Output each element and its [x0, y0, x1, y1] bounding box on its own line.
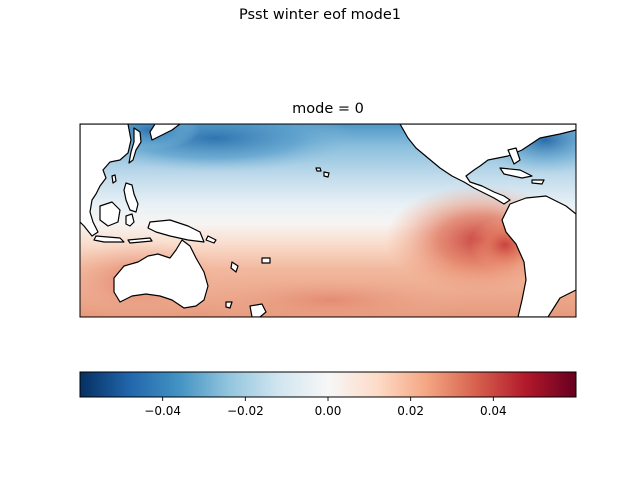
land-lesser-sunda — [127, 237, 153, 244]
land-taiwan — [111, 174, 117, 184]
land-tasmania — [225, 301, 233, 309]
land-new-guinea — [147, 219, 205, 243]
land-cuba — [499, 167, 533, 179]
land-kamchatka — [149, 124, 181, 141]
coastlines — [80, 124, 576, 317]
colorbar-ticks: −0.04 −0.02 0.00 0.02 0.04 — [144, 397, 507, 418]
colorbar-gradient — [80, 372, 576, 397]
land-vanuatu — [230, 261, 239, 273]
land-new-zealand — [249, 303, 267, 317]
map-axes-title: mode = 0 — [292, 101, 364, 117]
land-north-america — [399, 124, 576, 205]
land-florida — [507, 147, 521, 165]
land-south-america — [501, 195, 576, 317]
land-australia — [113, 239, 209, 309]
colorbar: −0.04 −0.02 0.00 0.02 0.04 — [79, 371, 577, 418]
land-sulawesi — [125, 213, 135, 227]
land-hispaniola — [531, 179, 545, 185]
colorbar-tick-label: −0.04 — [144, 404, 181, 418]
colorbar-tick-label: 0.04 — [480, 404, 507, 418]
map-frame — [79, 123, 577, 318]
land-hawaii-big — [323, 171, 330, 178]
colorbar-tick-label: −0.02 — [227, 404, 264, 418]
land-borneo — [99, 201, 121, 227]
map-axes — [79, 123, 577, 318]
land-solomon — [205, 235, 217, 244]
land-asia — [80, 124, 132, 237]
land-fiji — [261, 257, 271, 264]
land-hawaii — [315, 167, 322, 172]
land-japan — [128, 127, 142, 164]
colorbar-tick-label: 0.02 — [397, 404, 424, 418]
figure-suptitle: Psst winter eof mode1 — [239, 7, 401, 23]
land-philippines — [123, 182, 139, 213]
land-java — [93, 235, 125, 243]
colorbar-tick-label: 0.00 — [315, 404, 342, 418]
